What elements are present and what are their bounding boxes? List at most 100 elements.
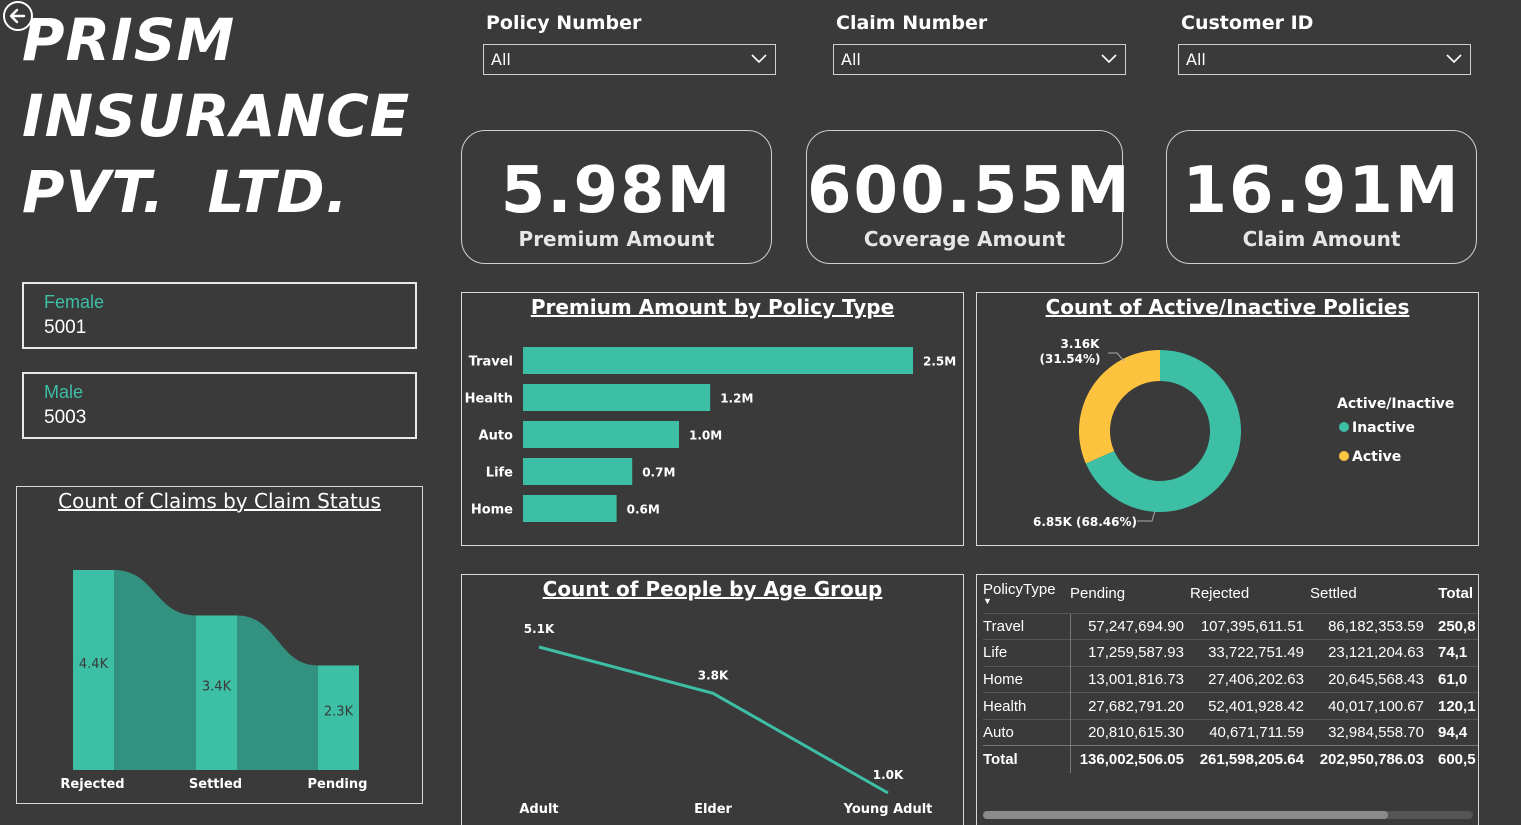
claim-amount-value: 16.91M <box>1182 154 1461 228</box>
donut-leader-line <box>1108 352 1125 362</box>
table-cell: 120,1 <box>1430 692 1478 720</box>
table-row: Health 27,682,791.20 52,401,928.42 40,017,1… <box>983 692 1478 720</box>
column-header-pending[interactable]: Pending <box>1070 585 1126 603</box>
table-row: Home 13,001,816.73 27,406,202.63 20,645,568… <box>983 665 1478 693</box>
male-count-card: Male 5003 <box>22 372 417 439</box>
donut-active-label: (31.54%) <box>1040 352 1101 366</box>
donut-active-label: 3.16K <box>1061 337 1101 351</box>
table-cell: 136,002,506.05 <box>1069 745 1190 773</box>
company-title-line-3: PVT. LTD. <box>22 158 349 226</box>
age-line-series <box>538 645 889 795</box>
table-cell: 600,5 <box>1430 745 1478 773</box>
ribbon-bar-rejected <box>73 570 114 770</box>
ribbon-value-label: 4.4K <box>79 657 109 672</box>
bar-category-label: Auto <box>479 429 514 444</box>
age-chart-title: Count of People by Age Group <box>542 577 883 601</box>
premium-amount-value: 5.98M <box>500 154 733 228</box>
table-cell: 202,950,786.03 <box>1310 745 1430 773</box>
table-cell: 27,406,202.63 <box>1190 665 1310 693</box>
customer-id-dropdown-value: All <box>1186 50 1206 69</box>
legend-title: Active/Inactive <box>1337 396 1454 412</box>
table-cell: 94,4 <box>1430 718 1478 746</box>
policies-donut-plot: 3.16K(31.54%) 6.85K (68.46%) Active/Inacti… <box>1033 337 1454 529</box>
table-cell: 61,0 <box>1430 665 1478 693</box>
table-cell: 40,671,711.59 <box>1190 718 1310 746</box>
bar-value-label: 1.2M <box>720 392 753 406</box>
female-count-card: Female 5001 <box>22 282 417 349</box>
ribbon-connector <box>114 570 196 770</box>
female-card-value: 5001 <box>44 317 87 338</box>
premium-amount-label: Premium Amount <box>518 227 715 251</box>
table-cell: 74,1 <box>1430 639 1478 667</box>
claim-amount-label: Claim Amount <box>1242 227 1401 251</box>
bar-life <box>523 458 633 485</box>
premium-chart-title: Premium Amount by Policy Type <box>530 295 895 319</box>
premium-bar-plot: Travel 2.5M Health 1.2M Auto 1.0M Life 0.7M Home… <box>465 347 956 522</box>
claims-ribbon-plot: 4.4K Rejected 3.4K Settled 2.3K Pending <box>60 570 368 792</box>
line-category-label: Adult <box>519 802 558 817</box>
bar-category-label: Travel <box>469 355 513 370</box>
legend-dot-inactive <box>1339 422 1349 432</box>
table-cell: 17,259,587.93 <box>1069 639 1190 667</box>
company-title: PRISM INSURANCE PVT. LTD. <box>22 2 442 230</box>
back-arrow-icon[interactable] <box>2 0 34 32</box>
coverage-amount-label: Coverage Amount <box>863 227 1066 251</box>
table-cell: 86,182,353.59 <box>1310 612 1430 640</box>
bar-health <box>523 384 711 411</box>
ribbon-connector <box>237 615 318 770</box>
people-by-age-group-chart: Count of People by Age Group 5.1K Adult 3.… <box>461 574 964 825</box>
claim-number-dropdown-value: All <box>841 50 861 69</box>
table-cell: 33,722,751.49 <box>1190 639 1310 667</box>
chevron-down-icon <box>1446 54 1462 64</box>
ribbon-category-label: Settled <box>189 777 242 792</box>
column-header-policytype[interactable]: PolicyType ▼ <box>983 575 1070 613</box>
column-header-settled[interactable]: Settled <box>1310 585 1357 603</box>
ribbon-category-label: Pending <box>308 777 368 792</box>
table-cell: 20,810,615.30 <box>1069 718 1190 746</box>
column-header-total[interactable]: Total <box>1438 585 1473 603</box>
ribbon-category-label: Rejected <box>60 777 124 792</box>
line-category-label: Elder <box>694 802 732 817</box>
table-cell: Auto <box>983 718 1070 746</box>
active-inactive-policies-chart: Count of Active/Inactive Policies 3.16K(… <box>976 292 1479 546</box>
chevron-down-icon <box>1101 54 1117 64</box>
table-cell: 13,001,816.73 <box>1069 665 1190 693</box>
claims-matrix-table: PolicyType ▼ Pending Rejected Settled Total T… <box>976 574 1479 825</box>
claim-number-dropdown[interactable]: All <box>833 44 1126 75</box>
bar-category-label: Life <box>486 466 513 481</box>
sort-descending-icon[interactable]: ▼ <box>983 596 992 607</box>
ribbon-bar-pending <box>318 665 359 770</box>
policy-number-dropdown-value: All <box>491 50 511 69</box>
chevron-down-icon <box>751 54 767 64</box>
policy-number-dropdown[interactable]: All <box>483 44 776 75</box>
table-cell: 23,121,204.63 <box>1310 639 1430 667</box>
scrollbar-thumb[interactable] <box>983 811 1388 819</box>
table-cell: Life <box>983 639 1070 667</box>
bar-home <box>523 495 617 522</box>
table-row: Auto 20,810,615.30 40,671,711.59 32,984,558… <box>983 718 1478 746</box>
policy-number-slicer-label: Policy Number <box>486 12 642 34</box>
table-cell: Health <box>983 692 1070 720</box>
bar-value-label: 1.0M <box>689 429 722 443</box>
table-cell: Total <box>983 745 1070 773</box>
customer-id-dropdown[interactable]: All <box>1178 44 1471 75</box>
table-cell: 250,8 <box>1430 612 1478 640</box>
table-cell: 27,682,791.20 <box>1069 692 1190 720</box>
table-cell: Home <box>983 665 1070 693</box>
ribbon-value-label: 3.4K <box>202 680 232 695</box>
company-title-line-1: PRISM <box>22 6 236 74</box>
table-cell: 57,247,694.90 <box>1069 612 1190 640</box>
coverage-amount-kpi-card: 600.55M Coverage Amount <box>806 130 1130 264</box>
line-value-label: 1.0K <box>873 768 904 782</box>
column-header-rejected[interactable]: Rejected <box>1190 585 1250 603</box>
horizontal-scrollbar[interactable] <box>983 811 1473 819</box>
male-card-value: 5003 <box>44 407 87 428</box>
customer-id-slicer-label: Customer ID <box>1181 12 1314 34</box>
company-title-line-2: INSURANCE <box>22 82 411 150</box>
claim-amount-kpi-card: 16.91M Claim Amount <box>1166 130 1477 264</box>
donut-slice-inactive <box>1085 350 1241 512</box>
ribbon-bar-settled <box>196 615 237 770</box>
bar-category-label: Health <box>465 392 513 407</box>
table-cell: 32,984,558.70 <box>1310 718 1430 746</box>
donut-leader-line <box>1137 510 1156 522</box>
